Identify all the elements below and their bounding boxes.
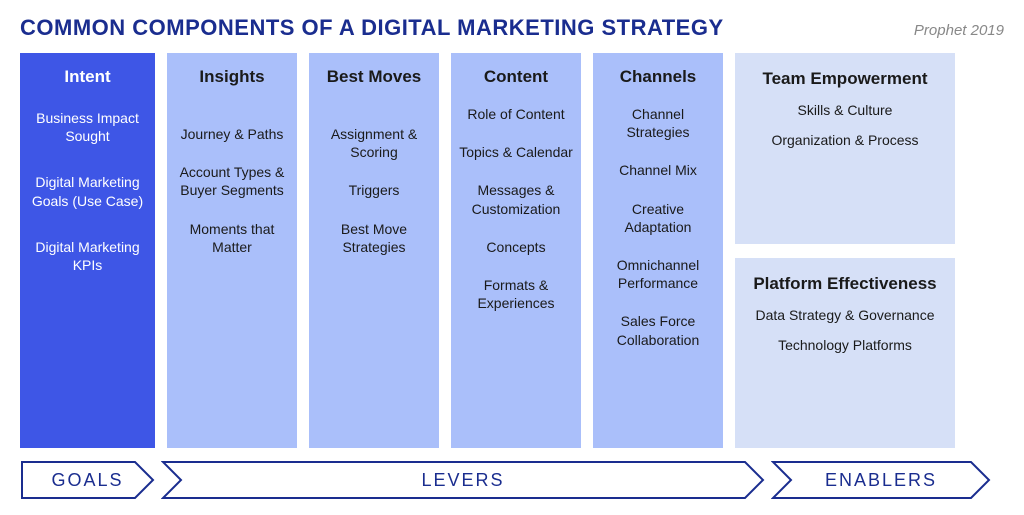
column-insights: Insights Journey & Paths Account Types &… — [167, 53, 297, 448]
channels-item: Creative Adaptation — [601, 200, 715, 236]
best-moves-item: Triggers — [317, 181, 431, 199]
column-intent: Intent Business Impact Sought Digital Ma… — [20, 53, 155, 448]
columns-container: Intent Business Impact Sought Digital Ma… — [20, 53, 1004, 448]
content-item: Topics & Calendar — [459, 143, 573, 161]
insights-item: Account Types & Buyer Segments — [175, 163, 289, 199]
arrow-enablers: ENABLERS — [771, 460, 991, 500]
intent-item: Business Impact Sought — [28, 109, 147, 145]
content-item: Concepts — [459, 238, 573, 256]
insights-item: Moments that Matter — [175, 220, 289, 256]
right-stack: Team Empowerment Skills & Culture Organi… — [735, 53, 955, 448]
page-title: COMMON COMPONENTS OF A DIGITAL MARKETING… — [20, 15, 724, 41]
right-heading-team: Team Empowerment — [745, 69, 945, 89]
intent-item: Digital Marketing Goals (Use Case) — [28, 173, 147, 209]
content-item: Messages & Customization — [459, 181, 573, 217]
box-platform-effectiveness: Platform Effectiveness Data Strategy & G… — [735, 258, 955, 449]
column-content: Content Role of Content Topics & Calenda… — [451, 53, 581, 448]
channels-item: Channel Strategies — [601, 105, 715, 141]
column-heading-channels: Channels — [601, 67, 715, 87]
column-heading-intent: Intent — [28, 67, 147, 87]
arrow-label-enablers: ENABLERS — [825, 470, 937, 491]
column-heading-insights: Insights — [175, 67, 289, 87]
best-moves-item: Best Move Strategies — [317, 220, 431, 256]
column-heading-content: Content — [459, 67, 573, 87]
platform-item: Technology Platforms — [745, 336, 945, 354]
team-item: Skills & Culture — [745, 101, 945, 119]
channels-item: Sales Force Collaboration — [601, 312, 715, 348]
box-team-empowerment: Team Empowerment Skills & Culture Organi… — [735, 53, 955, 244]
arrows-row: GOALS LEVERS ENABLERS — [20, 460, 1004, 500]
arrow-levers: LEVERS — [161, 460, 765, 500]
arrow-label-levers: LEVERS — [421, 470, 504, 491]
arrow-goals: GOALS — [20, 460, 155, 500]
column-best-moves: Best Moves Assignment & Scoring Triggers… — [309, 53, 439, 448]
best-moves-item: Assignment & Scoring — [317, 125, 431, 161]
column-channels: Channels Channel Strategies Channel Mix … — [593, 53, 723, 448]
content-item: Role of Content — [459, 105, 573, 123]
content-item: Formats & Experiences — [459, 276, 573, 312]
platform-item: Data Strategy & Governance — [745, 306, 945, 324]
right-heading-platform: Platform Effectiveness — [745, 274, 945, 294]
arrow-label-goals: GOALS — [51, 470, 123, 491]
channels-item: Channel Mix — [601, 161, 715, 179]
insights-item: Journey & Paths — [175, 125, 289, 143]
header: COMMON COMPONENTS OF A DIGITAL MARKETING… — [20, 15, 1004, 41]
team-item: Organization & Process — [745, 131, 945, 149]
column-heading-best-moves: Best Moves — [317, 67, 431, 87]
attribution: Prophet 2019 — [914, 22, 1004, 39]
intent-item: Digital Marketing KPIs — [28, 238, 147, 274]
channels-item: Omnichannel Performance — [601, 256, 715, 292]
